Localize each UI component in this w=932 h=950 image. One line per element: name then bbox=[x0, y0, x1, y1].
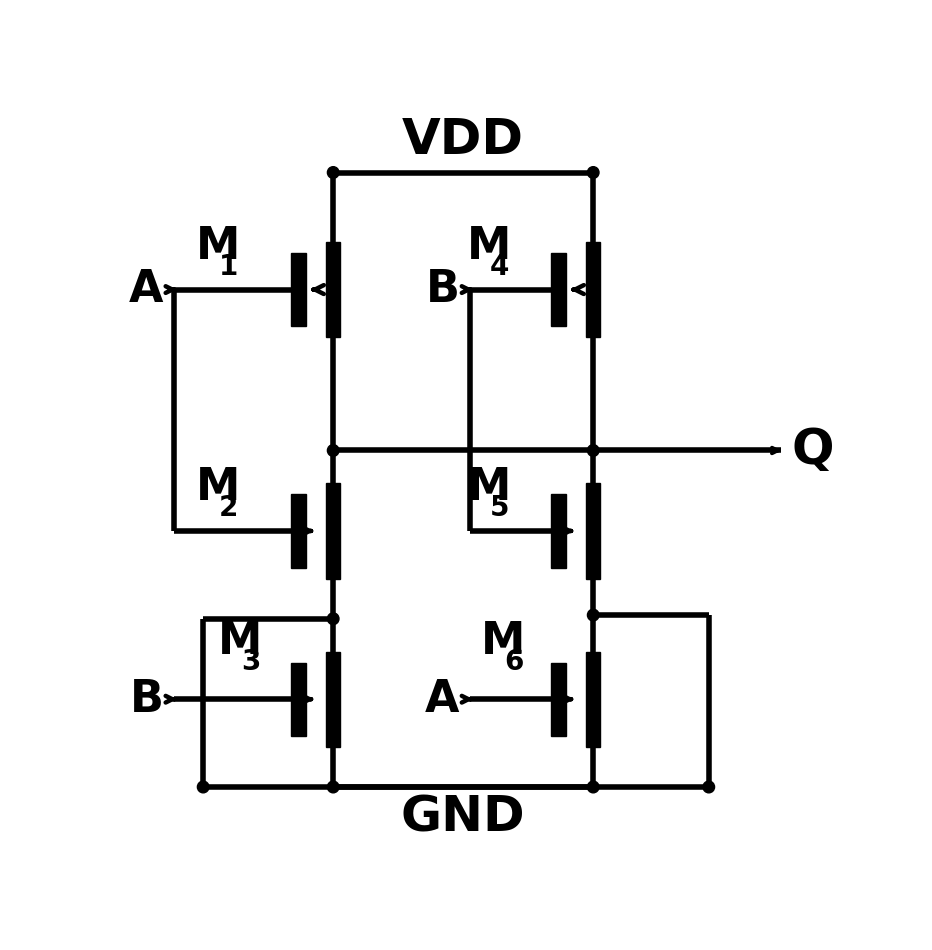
Text: M: M bbox=[218, 619, 262, 663]
Text: 5: 5 bbox=[490, 494, 510, 522]
Bar bbox=[552, 253, 566, 326]
Circle shape bbox=[327, 445, 339, 456]
Text: M: M bbox=[196, 466, 240, 509]
Text: M: M bbox=[467, 466, 511, 509]
Text: GND: GND bbox=[401, 793, 526, 842]
Bar bbox=[586, 242, 600, 337]
Text: 3: 3 bbox=[240, 648, 260, 675]
Circle shape bbox=[587, 781, 599, 793]
Text: VDD: VDD bbox=[403, 116, 524, 163]
Text: 4: 4 bbox=[490, 253, 509, 281]
Text: M: M bbox=[196, 224, 240, 268]
Circle shape bbox=[327, 166, 339, 179]
Circle shape bbox=[703, 781, 715, 793]
Circle shape bbox=[587, 445, 599, 456]
Circle shape bbox=[327, 613, 339, 624]
Text: 1: 1 bbox=[219, 253, 239, 281]
Bar bbox=[552, 494, 566, 567]
Text: 2: 2 bbox=[219, 494, 239, 522]
Bar bbox=[586, 484, 600, 579]
Text: Q: Q bbox=[792, 427, 834, 474]
Circle shape bbox=[327, 781, 339, 793]
Text: A: A bbox=[425, 677, 459, 721]
Text: M: M bbox=[467, 224, 511, 268]
Text: B: B bbox=[130, 677, 163, 721]
Bar bbox=[292, 663, 306, 735]
Text: A: A bbox=[129, 268, 163, 311]
Text: B: B bbox=[426, 268, 459, 311]
Bar bbox=[326, 242, 340, 337]
Bar bbox=[292, 253, 306, 326]
Bar bbox=[292, 494, 306, 567]
Circle shape bbox=[587, 609, 599, 621]
Circle shape bbox=[198, 781, 209, 793]
Circle shape bbox=[587, 166, 599, 179]
Bar bbox=[326, 484, 340, 579]
Bar bbox=[586, 652, 600, 747]
Bar bbox=[552, 663, 566, 735]
Text: M: M bbox=[481, 619, 526, 663]
Text: 6: 6 bbox=[504, 648, 524, 675]
Bar bbox=[326, 652, 340, 747]
